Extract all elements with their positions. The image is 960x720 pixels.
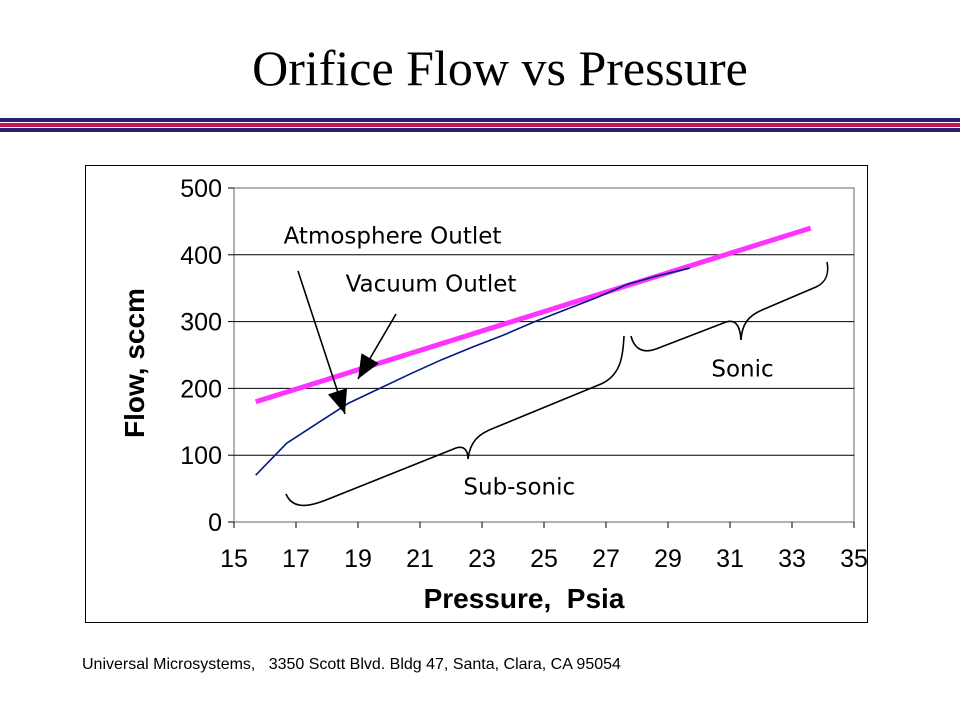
sub-sonic-brace <box>285 335 625 507</box>
annotation-label: Sonic <box>711 356 773 382</box>
slide-title: Orifice Flow vs Pressure <box>252 40 748 96</box>
x-tick-label: 33 <box>778 545 806 573</box>
vacuum-outlet-arrow-head <box>358 353 379 379</box>
series-line-2 <box>255 267 690 476</box>
x-tick-label: 29 <box>654 545 682 573</box>
x-axis-title: Pressure, Psia <box>424 583 625 614</box>
y-tick-label: 300 <box>180 309 222 337</box>
x-tick-label: 21 <box>406 545 434 573</box>
x-tick-label: 17 <box>282 545 310 573</box>
atmosphere-outlet-arrow-shaft <box>297 270 346 415</box>
title-rule-band-middle <box>0 123 960 127</box>
x-tick-label: 25 <box>530 545 558 573</box>
annotation-label: Atmosphere Outlet <box>284 223 502 249</box>
y-axis-title: Flow, sccm <box>119 288 150 438</box>
y-tick-label: 500 <box>180 175 222 203</box>
y-tick-label: 200 <box>180 375 222 403</box>
annotation-label: Sub-sonic <box>463 475 575 501</box>
series-line-1 <box>254 225 812 405</box>
footer-address: Universal Microsystems, 3350 Scott Blvd.… <box>82 656 621 673</box>
y-tick-label: 0 <box>208 509 222 537</box>
x-tick-label: 23 <box>468 545 496 573</box>
chart-frame: 0 100 200 300 400 500 15 17 19 21 23 25 27 29 31 33 35 Pr… <box>85 165 868 623</box>
x-tick-label: 35 <box>840 545 868 573</box>
title-rule-band-top <box>0 118 960 122</box>
x-tick-label: 19 <box>344 545 372 573</box>
y-tick-label: 400 <box>180 242 222 270</box>
atmosphere-outlet-arrow-head <box>328 388 348 414</box>
x-tick-label: 15 <box>220 545 248 573</box>
x-tick-label: 27 <box>592 545 620 573</box>
sonic-brace <box>630 261 829 352</box>
chart: 0 100 200 300 400 500 15 17 19 21 23 25 27 29 31 33 35 Pr… <box>119 175 868 614</box>
x-tick-label: 31 <box>716 545 744 573</box>
title-rule-band-bottom <box>0 128 960 132</box>
title-rule <box>0 118 960 134</box>
y-tick-label: 100 <box>180 442 222 470</box>
annotation-label: Vacuum Outlet <box>346 272 517 298</box>
